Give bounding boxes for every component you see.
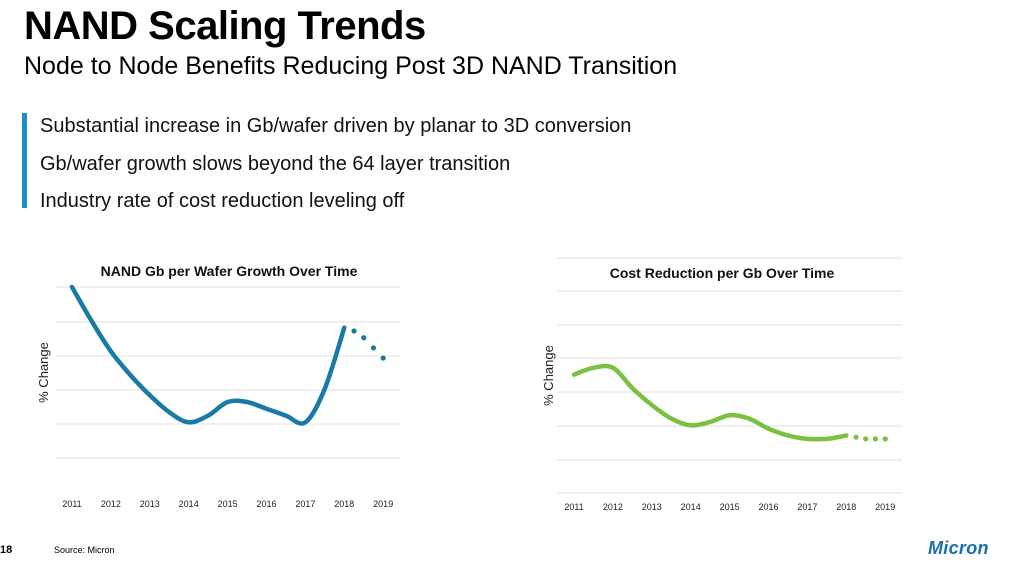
- x-tick-label: 2015: [720, 502, 740, 512]
- x-tick-label: 2011: [62, 499, 81, 509]
- projected-point: [361, 335, 367, 341]
- chart-title: Cost Reduction per Gb Over Time: [610, 265, 835, 281]
- projected-point: [872, 436, 879, 442]
- source-note: Source: Micron: [54, 545, 115, 555]
- slide-title: NAND Scaling Trends: [24, 4, 426, 48]
- projected-point: [351, 328, 357, 334]
- x-tick-label: 2019: [875, 502, 895, 512]
- x-tick-label: 2017: [797, 502, 817, 512]
- bullet-item: Gb/wafer growth slows beyond the 64 laye…: [40, 152, 511, 175]
- bullet-item: Industry rate of cost reduction leveling…: [40, 190, 405, 212]
- series-line: [571, 363, 849, 442]
- x-tick-label: 2018: [334, 499, 354, 509]
- series-line: [69, 284, 347, 426]
- x-tick-label: 2014: [179, 499, 199, 509]
- x-tick-label: 2013: [140, 499, 160, 509]
- chart-title: NAND Gb per Wafer Growth Over Time: [101, 263, 358, 279]
- bullet-list: Substantial increase in Gb/wafer driven …: [40, 110, 631, 223]
- bullet-accent-bar: [22, 113, 27, 208]
- projected-point: [863, 436, 869, 442]
- y-axis-label: % Change: [541, 345, 556, 406]
- x-tick-label: 2017: [295, 499, 315, 509]
- y-axis-label: % Change: [36, 342, 51, 403]
- projected-point: [380, 355, 386, 361]
- x-tick-label: 2018: [836, 502, 856, 512]
- x-tick-label: 2011: [564, 502, 583, 512]
- x-tick-label: 2019: [373, 499, 393, 509]
- x-tick-label: 2013: [642, 502, 662, 512]
- x-tick-label: 2015: [218, 499, 238, 509]
- x-tick-label: 2014: [681, 502, 701, 512]
- x-tick-label: 2012: [603, 502, 623, 512]
- projected-point: [370, 345, 377, 351]
- bullet-item: Substantial increase in Gb/wafer driven …: [40, 115, 632, 137]
- x-tick-label: 2012: [101, 499, 121, 509]
- x-tick-label: 2016: [758, 502, 778, 512]
- projected-point: [882, 436, 888, 442]
- slide-subtitle: Node to Node Benefits Reducing Post 3D N…: [24, 52, 678, 80]
- micron-logo: Micron: [928, 538, 989, 558]
- page-number: 18: [0, 544, 13, 556]
- projected-point: [853, 434, 859, 440]
- x-tick-label: 2016: [256, 499, 276, 509]
